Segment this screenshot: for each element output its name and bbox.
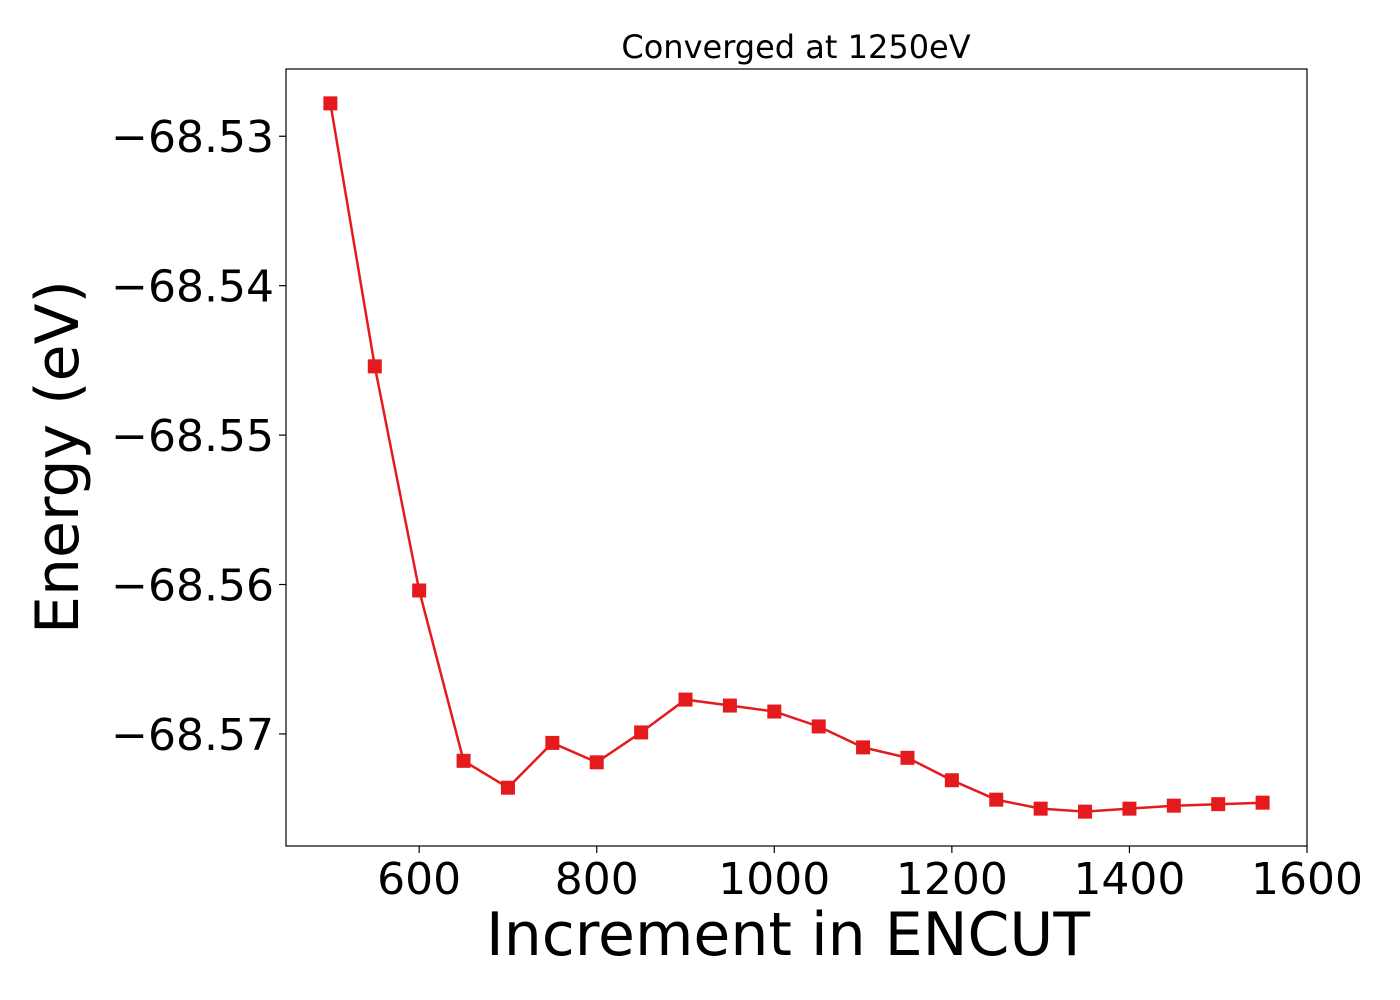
x-axis-ticks: 600 800 1000 1200 1400 1600 <box>377 846 1363 905</box>
plot-area-frame <box>285 68 1308 847</box>
x-tick-label: 600 <box>377 854 461 905</box>
data-point-marker <box>1255 795 1270 810</box>
data-point-marker <box>767 704 782 719</box>
y-tick-label: −68.53 <box>111 112 274 163</box>
data-point-marker <box>722 698 737 713</box>
x-tick-label: 1200 <box>896 854 1008 905</box>
data-point-marker <box>412 583 427 598</box>
data-point-marker <box>1166 798 1181 813</box>
chart-title: Converged at 1250eV <box>621 28 970 66</box>
y-axis-label: Energy (eV) <box>23 280 93 634</box>
data-point-marker <box>634 725 649 740</box>
y-tick-label: −68.55 <box>111 411 274 462</box>
data-point-marker <box>323 96 338 111</box>
y-tick-label: −68.56 <box>111 561 274 612</box>
data-point-marker <box>1033 801 1048 816</box>
data-point-marker <box>1078 804 1093 819</box>
y-tick-label: −68.54 <box>111 262 274 313</box>
data-point-marker <box>811 719 826 734</box>
data-point-marker <box>856 740 871 755</box>
x-tick-label: 1400 <box>1073 854 1185 905</box>
data-point-marker <box>500 780 515 795</box>
data-point-marker <box>678 692 693 707</box>
data-point-marker <box>944 773 959 788</box>
x-tick-label: 1600 <box>1251 854 1363 905</box>
y-axis-ticks: −68.53 −68.54 −68.55 −68.56 −68.57 <box>111 112 286 761</box>
data-point-marker <box>989 792 1004 807</box>
y-tick-label: −68.57 <box>111 710 274 761</box>
data-point-marker <box>589 755 604 770</box>
series-markers <box>323 96 1270 819</box>
data-point-marker <box>456 753 471 768</box>
series-line <box>329 103 1263 813</box>
x-tick-label: 800 <box>555 854 639 905</box>
data-point-marker <box>900 750 915 765</box>
x-axis-label: Increment in ENCUT <box>486 900 1090 970</box>
data-point-marker <box>1211 797 1226 812</box>
data-point-marker <box>1122 801 1137 816</box>
x-tick-label: 1000 <box>718 854 830 905</box>
data-point-marker <box>545 735 560 750</box>
data-point-marker <box>367 359 382 374</box>
